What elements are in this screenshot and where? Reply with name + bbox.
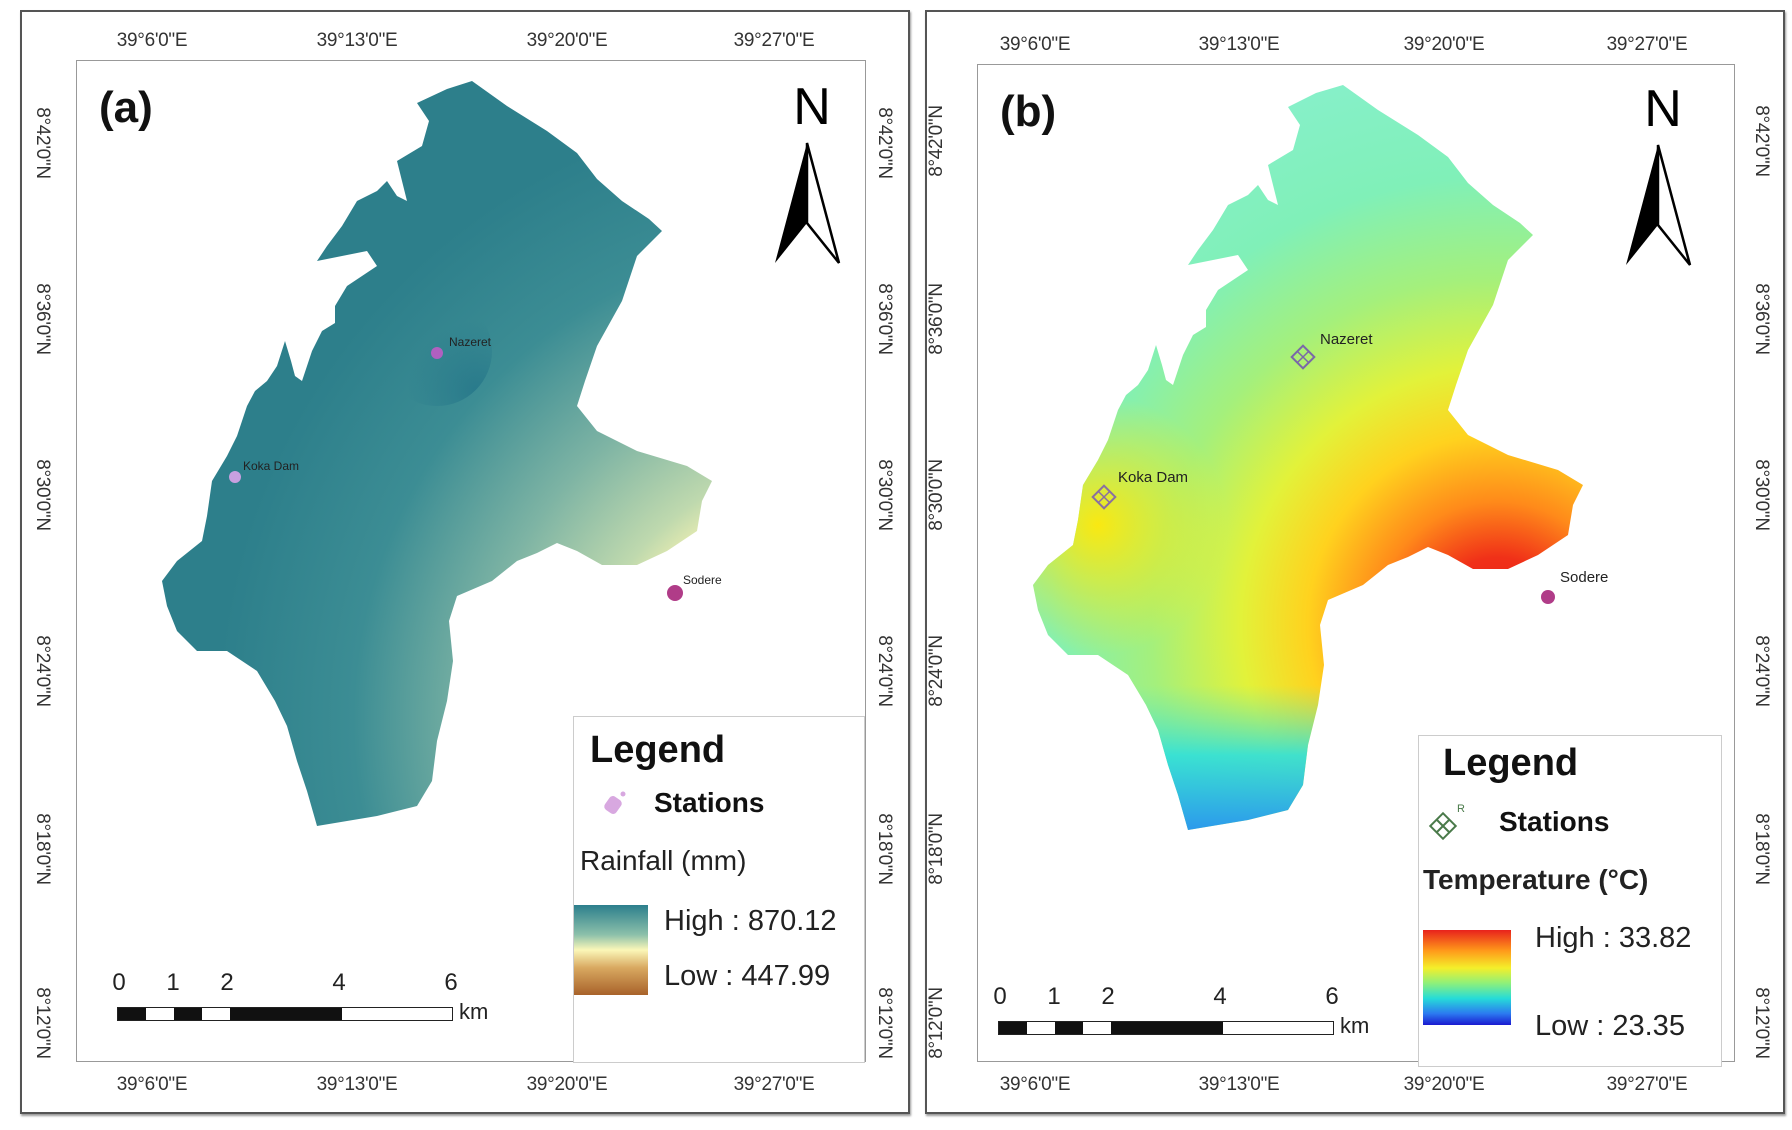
right-tick-label: 8°24'0"N — [1750, 635, 1772, 707]
north-arrow-icon — [775, 142, 841, 264]
left-tick-label: 8°30'0"N — [925, 459, 947, 531]
station-marker-sodere — [1541, 590, 1555, 604]
temperature-raster-map — [1033, 85, 1583, 830]
north-label: N — [793, 78, 831, 136]
right-tick-label: 8°12'0"N — [1750, 987, 1772, 1059]
station-label-sodere: Sodere — [683, 573, 722, 587]
right-tick-label: 8°36'0"N — [1750, 283, 1772, 355]
right-tick-label: 8°12'0"N — [873, 987, 895, 1059]
station-label-koka-dam: Koka Dam — [1118, 469, 1189, 486]
svg-text:R: R — [1457, 803, 1465, 815]
map-frame: (a) N — [76, 60, 866, 1063]
scale-bar-graphic — [117, 1007, 453, 1021]
map-frame: (b) N — [977, 64, 1735, 1067]
panel-label-a: (a) — [99, 83, 153, 132]
station-marker-nazeret — [1290, 344, 1316, 370]
panel-label-b: (b) — [1000, 87, 1057, 136]
top-tick-label: 39°27'0"E — [1606, 34, 1688, 55]
left-tick-label: 8°18'0"N — [31, 813, 53, 885]
scale-tick: 1 — [166, 969, 180, 996]
right-tick-label: 8°18'0"N — [1750, 813, 1772, 885]
station-label-nazeret: Nazeret — [1320, 331, 1373, 348]
station-marker-koka-dam — [229, 471, 241, 483]
scale-tick: 6 — [1325, 983, 1339, 1010]
scale-bar-graphic — [998, 1021, 1334, 1035]
left-tick-label: 8°24'0"N — [925, 635, 947, 707]
scale-tick: 6 — [444, 969, 458, 996]
scale-bar-a: 0 1 2 4 6 km — [112, 969, 497, 1029]
bottom-tick-label: 39°27'0"E — [1606, 1074, 1688, 1095]
legend-low-value: Low : 447.99 — [664, 960, 831, 992]
left-tick-label: 8°36'0"N — [925, 283, 947, 355]
bottom-tick-label: 39°27'0"E — [733, 1074, 815, 1095]
scale-tick: 4 — [1213, 983, 1227, 1010]
north-arrow-icon — [1626, 144, 1692, 266]
legend-variable-label: Rainfall (mm) — [580, 845, 747, 876]
top-tick-label: 39°6'0"E — [999, 34, 1071, 55]
left-tick-label: 8°12'0"N — [925, 987, 947, 1059]
bottom-tick-label: 39°6'0"E — [116, 1074, 188, 1095]
legend-low-value: Low : 23.35 — [1535, 1010, 1685, 1042]
left-tick-label: 8°30'0"N — [31, 459, 53, 531]
right-tick-label: 8°18'0"N — [873, 813, 895, 885]
left-tick-label: 8°18'0"N — [925, 813, 947, 885]
temperature-color-ramp — [1423, 930, 1511, 1025]
right-tick-label: 8°24'0"N — [873, 635, 895, 707]
left-tick-label: 8°24'0"N — [31, 635, 53, 707]
scale-tick: 2 — [1101, 983, 1115, 1010]
station-symbol-icon: R — [1428, 803, 1465, 841]
station-label-koka-dam: Koka Dam — [243, 459, 300, 473]
scale-tick: 0 — [993, 983, 1007, 1010]
scale-tick: 1 — [1047, 983, 1061, 1010]
right-tick-label: 8°30'0"N — [1750, 459, 1772, 531]
legend-variable-label: Temperature (°C) — [1423, 864, 1649, 895]
rainfall-raster-map — [162, 81, 712, 826]
right-tick-label: 8°42'0"N — [873, 107, 895, 179]
left-tick-label: 8°42'0"N — [31, 107, 53, 179]
right-tick-label: 8°36'0"N — [873, 283, 895, 355]
panel-a-rainfall-map: 39°6'0"E 39°13'0"E 39°20'0"E 39°27'0"E 3… — [20, 10, 910, 1114]
legend-title: Legend — [1443, 742, 1579, 784]
scale-tick: 0 — [112, 969, 126, 996]
panel-b-temperature-map: 39°6'0"E 39°13'0"E 39°20'0"E 39°27'0"E 3… — [925, 10, 1785, 1114]
legend-stations-label: Stations — [654, 787, 765, 818]
north-label: N — [1644, 80, 1682, 138]
north-arrow: N — [1618, 83, 1708, 280]
scale-tick: 4 — [332, 969, 346, 996]
bottom-tick-label: 39°6'0"E — [999, 1074, 1071, 1095]
station-marker-nazeret — [431, 347, 443, 359]
left-tick-label: 8°36'0"N — [31, 283, 53, 355]
bottom-tick-label: 39°13'0"E — [316, 1074, 398, 1095]
top-tick-label: 39°20'0"E — [1403, 34, 1485, 55]
legend-high-value: High : 33.82 — [1535, 922, 1692, 954]
scale-unit: km — [1340, 1013, 1370, 1038]
top-tick-label: 39°20'0"E — [526, 30, 608, 51]
right-tick-label: 8°30'0"N — [873, 459, 895, 531]
top-tick-label: 39°13'0"E — [1198, 34, 1280, 55]
bottom-tick-label: 39°13'0"E — [1198, 1074, 1280, 1095]
legend-stations-label: Stations — [1499, 806, 1610, 837]
left-tick-label: 8°42'0"N — [925, 105, 947, 177]
scale-unit: km — [459, 999, 489, 1024]
left-tick-label: 8°12'0"N — [31, 987, 53, 1059]
station-label-nazeret: Nazeret — [449, 335, 492, 349]
legend-b: Legend R Stations Temperature (°C) High … — [1418, 735, 1722, 1067]
bottom-tick-label: 39°20'0"E — [1403, 1074, 1485, 1095]
station-label-sodere: Sodere — [1560, 569, 1609, 586]
bottom-tick-label: 39°20'0"E — [526, 1074, 608, 1095]
top-tick-label: 39°27'0"E — [733, 30, 815, 51]
legend-title: Legend — [590, 729, 726, 771]
legend-a: Legend Stations Rainfall (mm) High : 870… — [573, 716, 865, 1063]
north-arrow: N — [767, 81, 857, 278]
right-tick-label: 8°42'0"N — [1750, 105, 1772, 177]
scale-tick: 2 — [220, 969, 234, 996]
top-tick-label: 39°13'0"E — [316, 30, 398, 51]
station-marker-koka-dam — [1091, 484, 1117, 510]
scale-bar-b: 0 1 2 4 6 km — [993, 983, 1378, 1043]
station-marker-sodere — [667, 585, 683, 601]
rainfall-color-ramp — [574, 905, 648, 995]
top-tick-label: 39°6'0"E — [116, 30, 188, 51]
station-symbol-icon — [604, 791, 626, 814]
legend-high-value: High : 870.12 — [664, 905, 837, 937]
